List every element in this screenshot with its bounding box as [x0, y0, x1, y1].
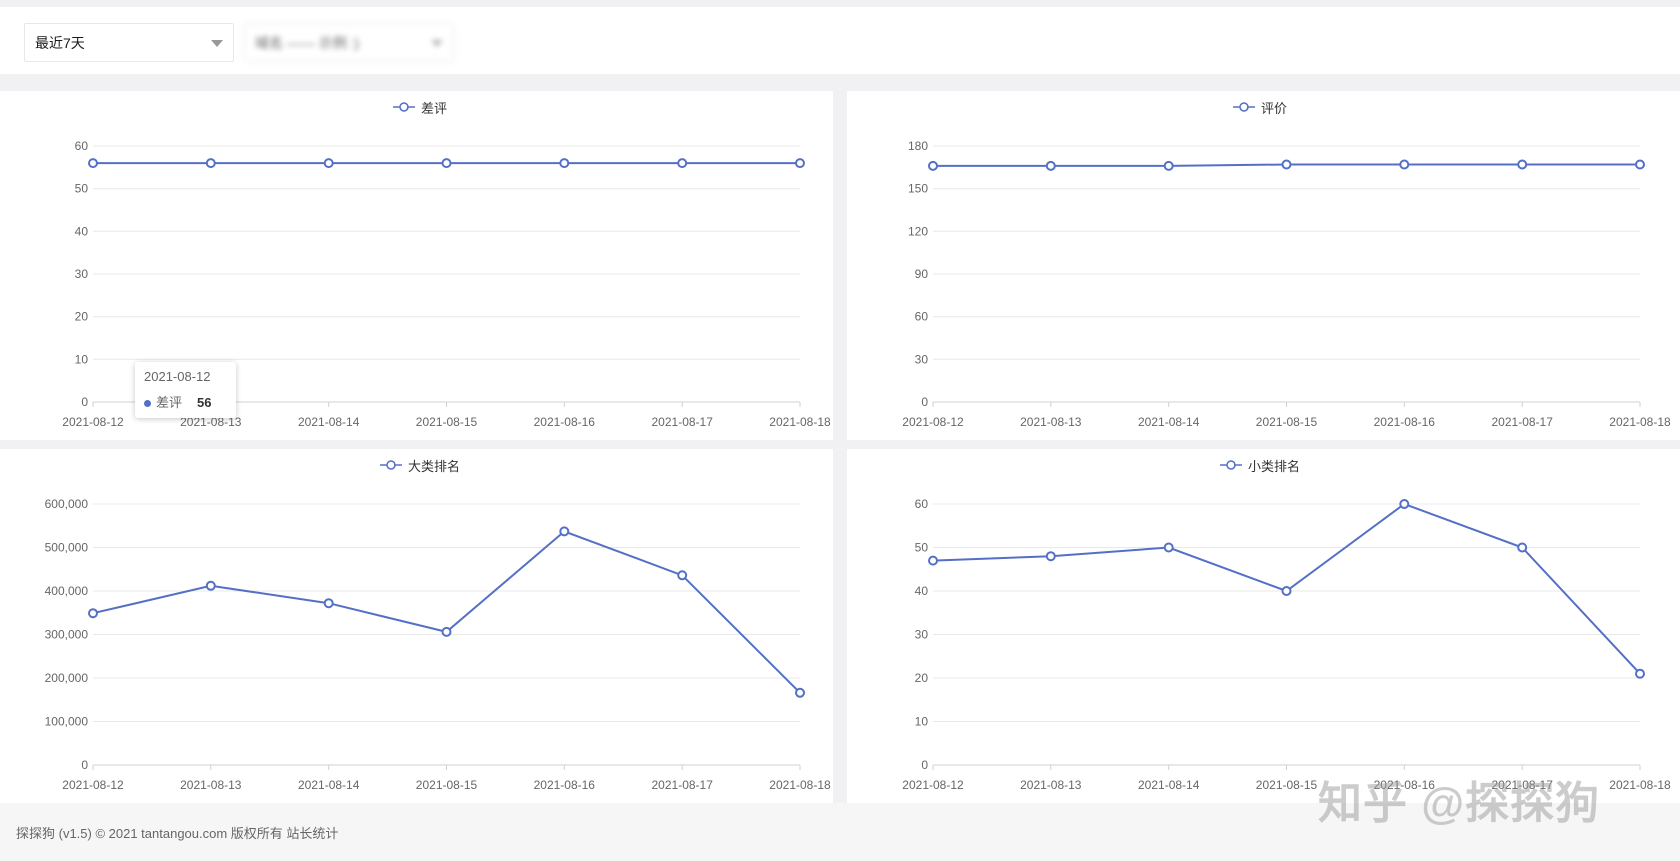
svg-text:2021-08-12: 2021-08-12: [62, 778, 124, 792]
svg-text:2021-08-14: 2021-08-14: [298, 778, 360, 792]
svg-text:0: 0: [81, 758, 88, 772]
svg-text:50: 50: [75, 182, 89, 196]
svg-text:60: 60: [915, 497, 929, 511]
svg-text:2021-08-18: 2021-08-18: [769, 778, 831, 792]
svg-text:400,000: 400,000: [45, 584, 89, 598]
svg-text:2021-08-17: 2021-08-17: [1492, 415, 1554, 429]
svg-text:2021-08-15: 2021-08-15: [1256, 415, 1318, 429]
svg-text:0: 0: [921, 758, 928, 772]
svg-text:10: 10: [915, 715, 929, 729]
svg-text:500,000: 500,000: [45, 541, 89, 555]
svg-text:30: 30: [915, 352, 929, 366]
svg-text:2021-08-16: 2021-08-16: [534, 415, 596, 429]
svg-text:20: 20: [75, 310, 89, 324]
svg-text:2021-08-18: 2021-08-18: [1609, 415, 1671, 429]
svg-text:60: 60: [915, 310, 929, 324]
svg-text:2021-08-13: 2021-08-13: [1020, 415, 1082, 429]
svg-text:2021-08-14: 2021-08-14: [298, 415, 360, 429]
svg-text:50: 50: [915, 541, 929, 555]
svg-text:200,000: 200,000: [45, 671, 89, 685]
svg-text:2021-08-12: 2021-08-12: [62, 415, 124, 429]
svg-text:2021-08-13: 2021-08-13: [1020, 778, 1082, 792]
svg-text:2021-08-17: 2021-08-17: [652, 778, 714, 792]
svg-text:2021-08-17: 2021-08-17: [652, 415, 714, 429]
svg-text:2021-08-16: 2021-08-16: [1374, 415, 1436, 429]
svg-text:40: 40: [75, 224, 89, 238]
svg-text:20: 20: [915, 671, 929, 685]
svg-text:2021-08-14: 2021-08-14: [1138, 415, 1200, 429]
svg-text:30: 30: [915, 628, 929, 642]
svg-text:2021-08-13: 2021-08-13: [180, 778, 242, 792]
svg-text:0: 0: [81, 395, 88, 409]
svg-text:2021-08-12: 2021-08-12: [902, 415, 964, 429]
svg-text:10: 10: [75, 352, 89, 366]
svg-text:100,000: 100,000: [45, 715, 89, 729]
svg-text:2021-08-16: 2021-08-16: [534, 778, 596, 792]
svg-text:40: 40: [915, 584, 929, 598]
svg-text:2021-08-12: 2021-08-12: [902, 778, 964, 792]
svg-text:90: 90: [915, 267, 929, 281]
svg-text:60: 60: [75, 139, 89, 153]
svg-text:30: 30: [75, 267, 89, 281]
svg-text:600,000: 600,000: [45, 497, 89, 511]
svg-text:150: 150: [908, 182, 928, 196]
svg-text:2021-08-15: 2021-08-15: [416, 415, 478, 429]
svg-text:180: 180: [908, 139, 928, 153]
svg-text:2021-08-15: 2021-08-15: [1256, 778, 1318, 792]
svg-text:2021-08-18: 2021-08-18: [769, 415, 831, 429]
svg-text:2021-08-15: 2021-08-15: [416, 778, 478, 792]
svg-text:300,000: 300,000: [45, 628, 89, 642]
svg-text:0: 0: [921, 395, 928, 409]
svg-text:120: 120: [908, 224, 928, 238]
svg-text:2021-08-14: 2021-08-14: [1138, 778, 1200, 792]
